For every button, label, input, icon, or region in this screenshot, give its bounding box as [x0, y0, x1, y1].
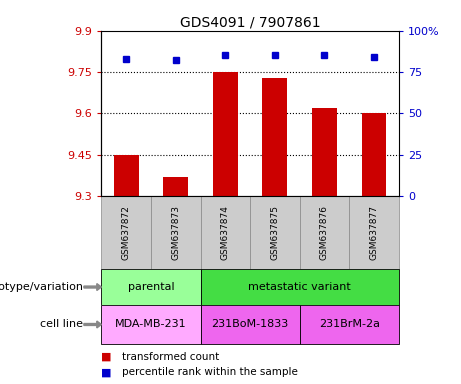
Bar	[163, 177, 188, 196]
Text: metastatic variant: metastatic variant	[248, 282, 351, 292]
Text: GSM637874: GSM637874	[221, 205, 230, 260]
Text: GSM637872: GSM637872	[122, 205, 131, 260]
Bar	[201, 269, 399, 305]
Text: GSM637873: GSM637873	[171, 205, 180, 260]
Text: ■: ■	[101, 352, 112, 362]
Bar	[101, 269, 201, 305]
Bar	[213, 72, 238, 196]
Bar	[300, 196, 349, 269]
Text: ■: ■	[101, 367, 112, 377]
Text: 231BrM-2a: 231BrM-2a	[319, 319, 380, 329]
Bar	[262, 78, 287, 196]
Bar	[349, 196, 399, 269]
Text: GSM637877: GSM637877	[369, 205, 378, 260]
Text: MDA-MB-231: MDA-MB-231	[115, 319, 187, 329]
Title: GDS4091 / 7907861: GDS4091 / 7907861	[180, 16, 320, 30]
Bar	[312, 108, 337, 196]
Text: 231BoM-1833: 231BoM-1833	[212, 319, 289, 329]
Text: cell line: cell line	[40, 319, 83, 329]
Bar	[250, 196, 300, 269]
Bar	[361, 113, 386, 196]
Text: genotype/variation: genotype/variation	[0, 282, 83, 292]
Bar	[101, 196, 151, 269]
Text: parental: parental	[128, 282, 174, 292]
Text: GSM637875: GSM637875	[270, 205, 279, 260]
Text: GSM637876: GSM637876	[320, 205, 329, 260]
Text: transformed count: transformed count	[122, 352, 219, 362]
Bar	[300, 305, 399, 344]
Text: percentile rank within the sample: percentile rank within the sample	[122, 367, 298, 377]
Bar	[114, 155, 139, 196]
Bar	[101, 305, 201, 344]
Bar	[201, 196, 250, 269]
Bar	[151, 196, 201, 269]
Bar	[201, 305, 300, 344]
